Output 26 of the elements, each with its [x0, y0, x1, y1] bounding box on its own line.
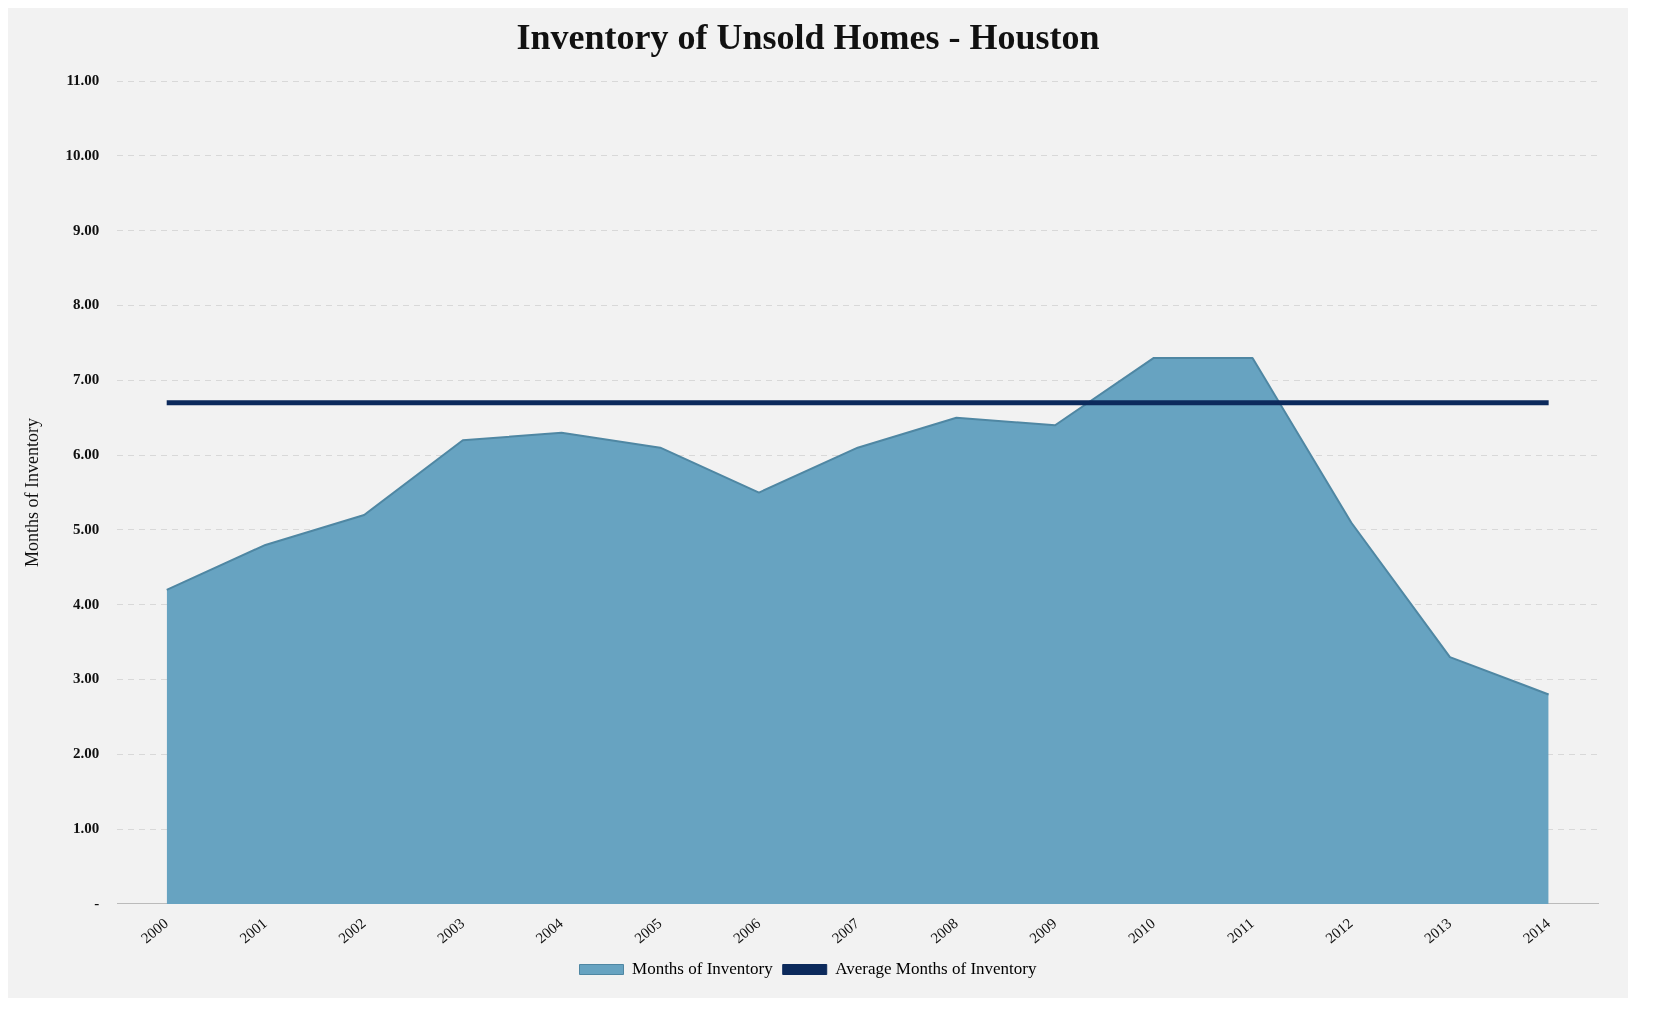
- y-tick-label: 2.00: [73, 745, 100, 762]
- legend-label: Months of Inventory: [632, 958, 774, 978]
- x-tick-label: 2001: [236, 914, 270, 947]
- x-tick-label: 2000: [137, 914, 172, 947]
- y-tick-label: 9.00: [73, 221, 100, 238]
- y-tick-label: 6.00: [73, 446, 100, 463]
- chart-title: Inventory of Unsold Homes - Houston: [516, 16, 1100, 57]
- x-tick-label: 2013: [1421, 914, 1455, 947]
- x-tick-label: 2003: [434, 914, 468, 947]
- y-tick-label: 10.00: [65, 146, 100, 163]
- x-tick-label: 2002: [335, 914, 369, 947]
- y-tick-label: 4.00: [73, 595, 100, 612]
- x-tick-label: 2009: [1026, 914, 1060, 947]
- y-tick-label: 8.00: [73, 296, 100, 313]
- y-axis-title: Months of Inventory: [21, 418, 42, 568]
- x-tick-label: 2011: [1224, 914, 1257, 947]
- x-tick-label: 2006: [730, 914, 764, 947]
- legend-label: Average Months of Inventory: [835, 958, 1037, 978]
- y-tick-label: 7.00: [73, 371, 100, 388]
- x-tick-label: 2010: [1125, 914, 1159, 947]
- y-tick-label: 3.00: [73, 670, 100, 687]
- x-tick-label: 2012: [1322, 914, 1356, 947]
- y-tick-label: 11.00: [66, 72, 100, 89]
- y-tick-label: 5.00: [73, 520, 100, 537]
- y-tick-label: 1.00: [73, 820, 100, 837]
- y-tick-label: -: [94, 894, 100, 911]
